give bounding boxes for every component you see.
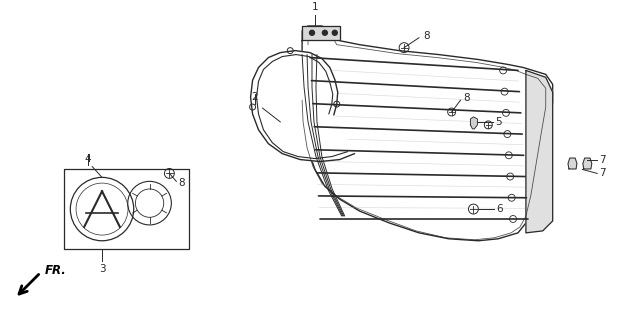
Polygon shape xyxy=(64,170,189,249)
Text: 8: 8 xyxy=(178,178,185,188)
Polygon shape xyxy=(526,70,553,233)
Polygon shape xyxy=(568,158,577,169)
Polygon shape xyxy=(302,26,340,40)
Text: 8: 8 xyxy=(464,93,470,103)
Text: FR.: FR. xyxy=(45,264,66,277)
Circle shape xyxy=(332,30,337,35)
Text: 6: 6 xyxy=(496,204,503,214)
Text: 5: 5 xyxy=(495,117,502,127)
Polygon shape xyxy=(583,158,592,169)
Circle shape xyxy=(310,30,315,35)
Text: 2: 2 xyxy=(251,92,258,102)
Polygon shape xyxy=(302,26,553,241)
Text: 7: 7 xyxy=(599,168,606,179)
Text: 8: 8 xyxy=(423,31,429,41)
Text: 7: 7 xyxy=(599,155,606,164)
Text: 3: 3 xyxy=(98,264,105,274)
Text: 4: 4 xyxy=(85,154,92,164)
Polygon shape xyxy=(470,117,477,129)
Circle shape xyxy=(322,30,327,35)
Polygon shape xyxy=(250,51,354,162)
Text: 1: 1 xyxy=(312,2,318,12)
